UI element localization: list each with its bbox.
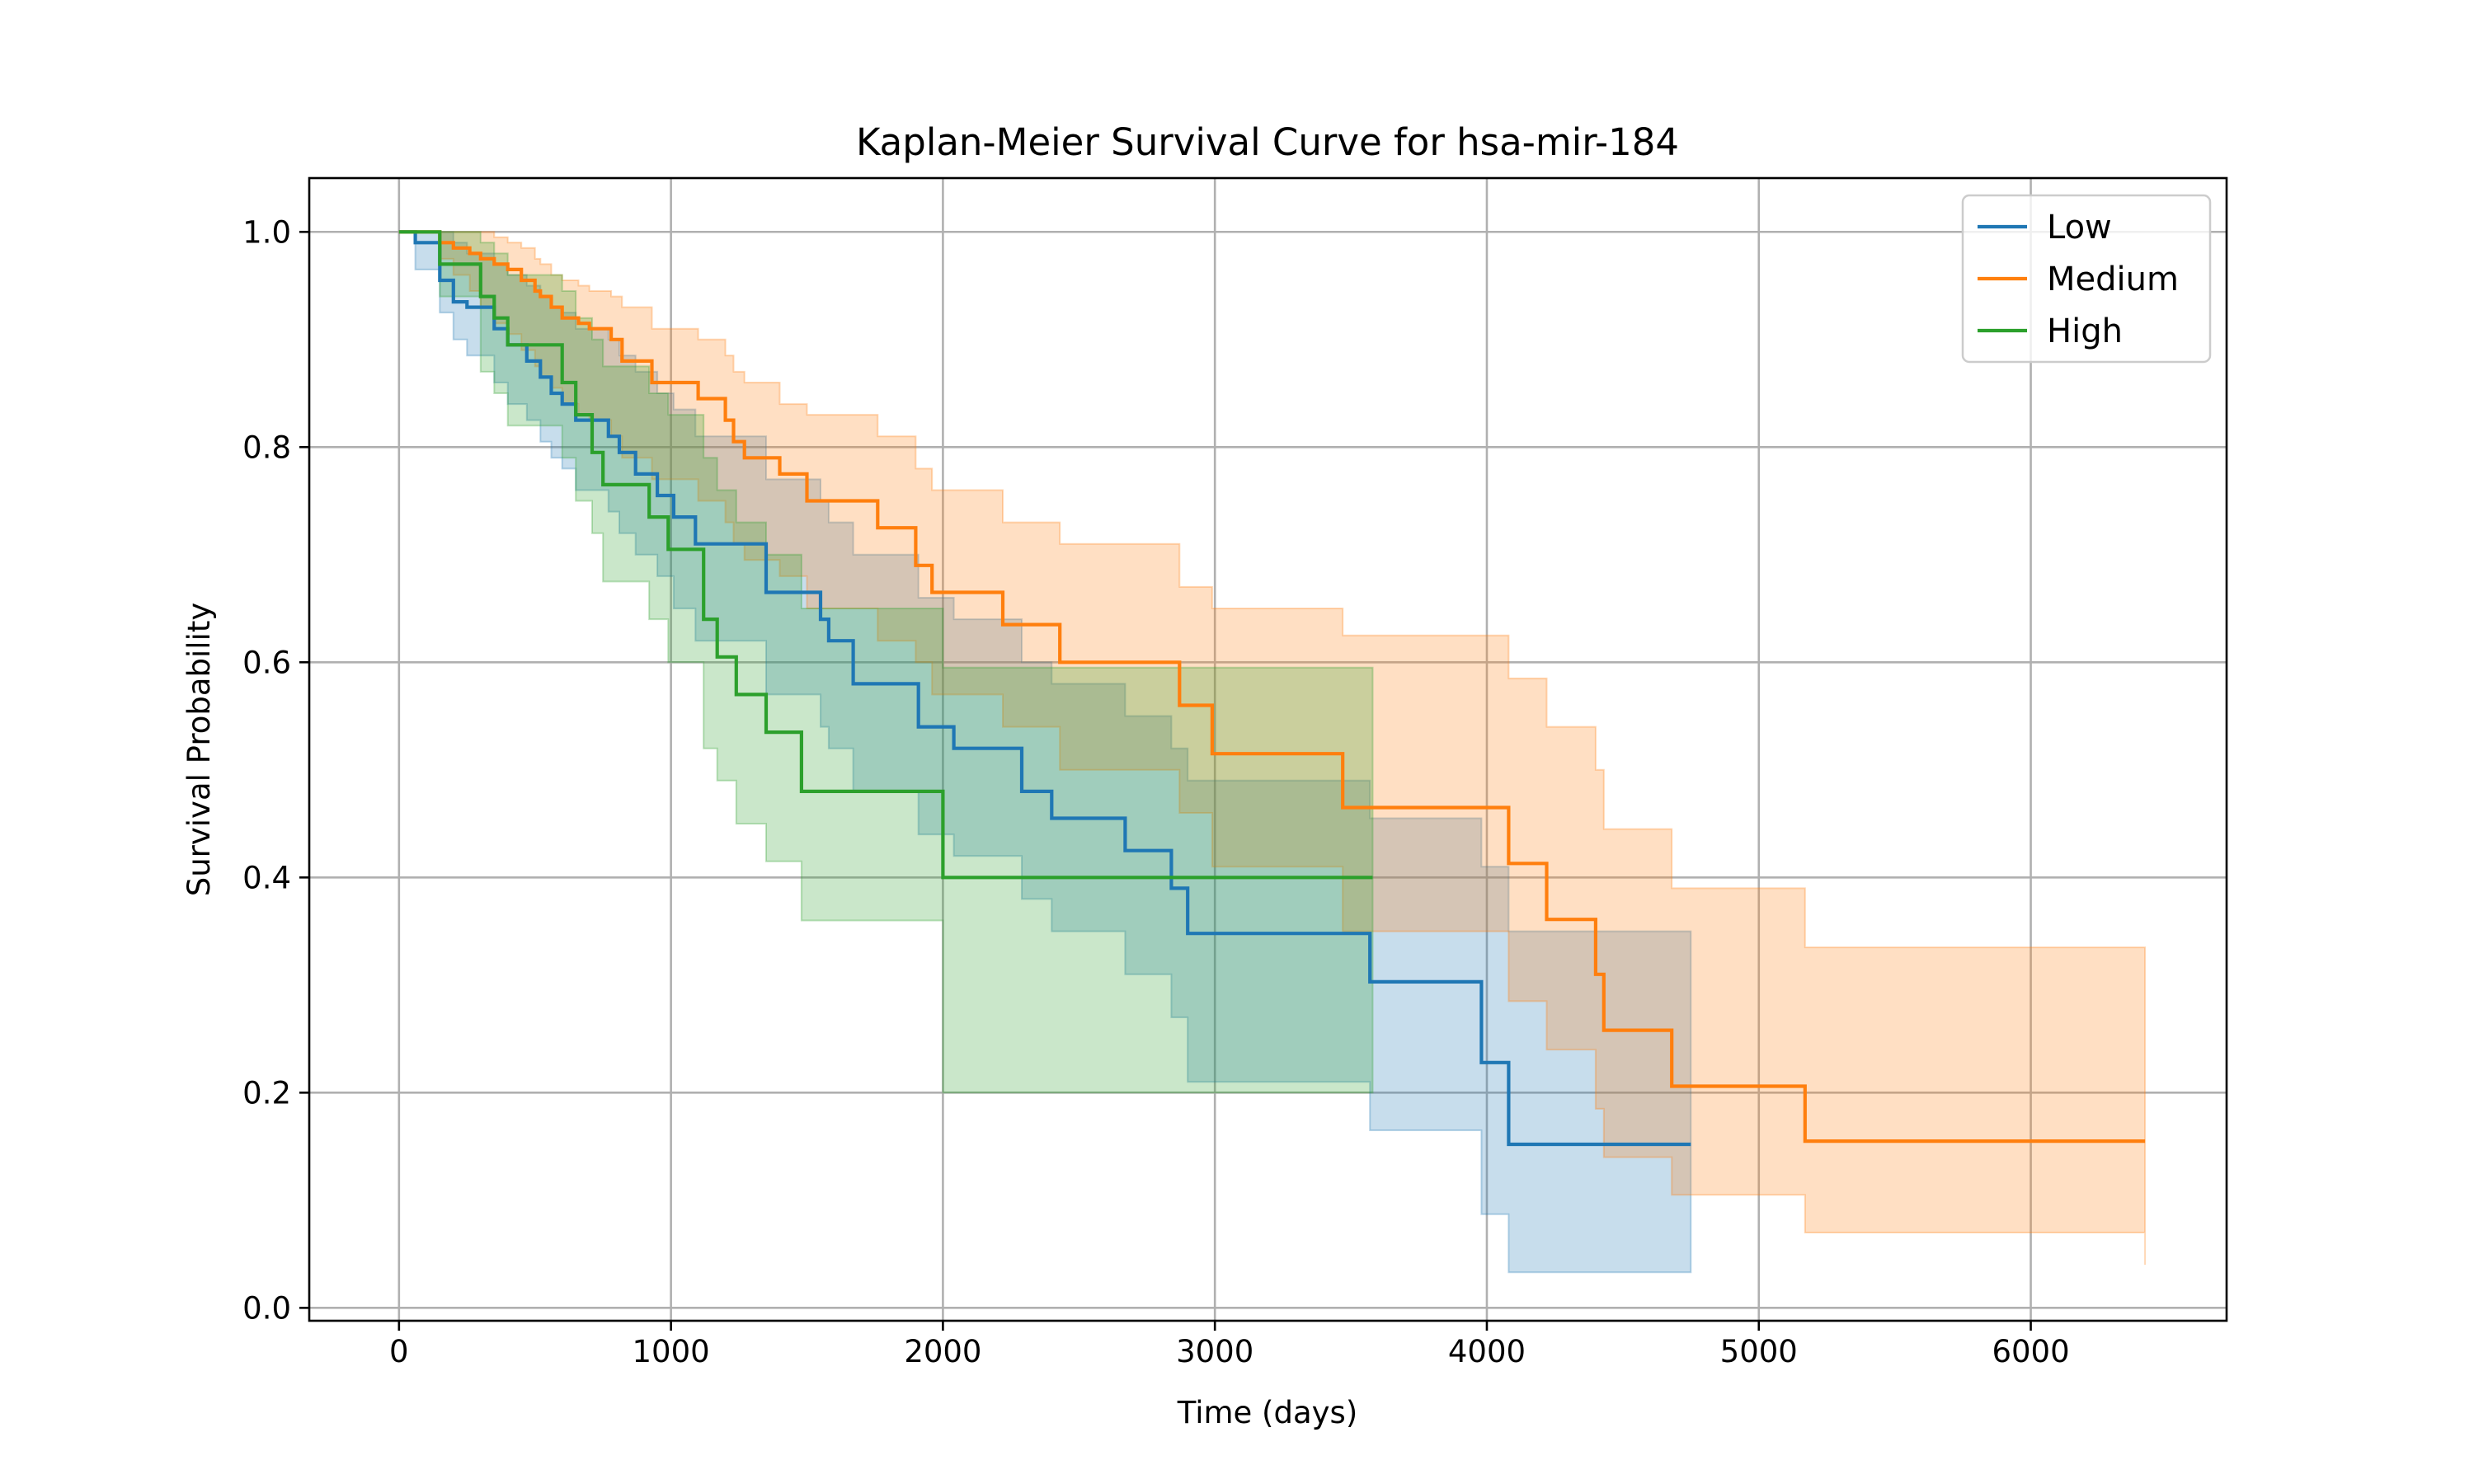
y-tick-label: 0.2: [242, 1075, 291, 1111]
y-tick-label: 0.4: [242, 860, 291, 895]
y-tick-label: 1.0: [242, 214, 291, 250]
x-tick-label: 5000: [1720, 1334, 1798, 1369]
x-tick-label: 3000: [1176, 1334, 1253, 1369]
chart-title: Kaplan-Meier Survival Curve for hsa-mir-…: [856, 120, 1679, 164]
survival-line-medium: [398, 230, 2146, 1144]
x-tick-label: 1000: [633, 1334, 710, 1369]
plot-frame: [308, 176, 2228, 1322]
grid: [309, 178, 2227, 1321]
survival-curves: [398, 230, 2146, 1147]
legend-label-high: High: [2047, 312, 2123, 350]
y-axis-label: Survival Probability: [181, 603, 217, 897]
x-tick-label: 4000: [1448, 1334, 1526, 1369]
y-tick-label: 0.6: [242, 645, 291, 680]
survival-line-low: [398, 230, 1691, 1147]
x-axis-label: Time (days): [1177, 1395, 1358, 1430]
legend-label-medium: Medium: [2047, 261, 2179, 298]
legend-label-low: Low: [2047, 209, 2112, 247]
axis-ticks: 0 1000 2000 3000 4000 5000 6000 0.0 0.2 0.4 0.6 0.8…: [242, 214, 2069, 1369]
x-tick-label: 0: [389, 1334, 409, 1369]
x-tick-label: 6000: [1992, 1334, 2069, 1369]
legend: Low Medium High: [1961, 194, 2212, 364]
plot-area: [309, 178, 2227, 1321]
y-tick-label: 0.8: [242, 430, 291, 465]
y-tick-label: 0.0: [242, 1290, 291, 1326]
x-tick-label: 2000: [904, 1334, 981, 1369]
survival-line-high: [398, 230, 1373, 880]
legend-box: [1961, 194, 2212, 364]
legend-items: Low Medium High: [1978, 209, 2179, 350]
